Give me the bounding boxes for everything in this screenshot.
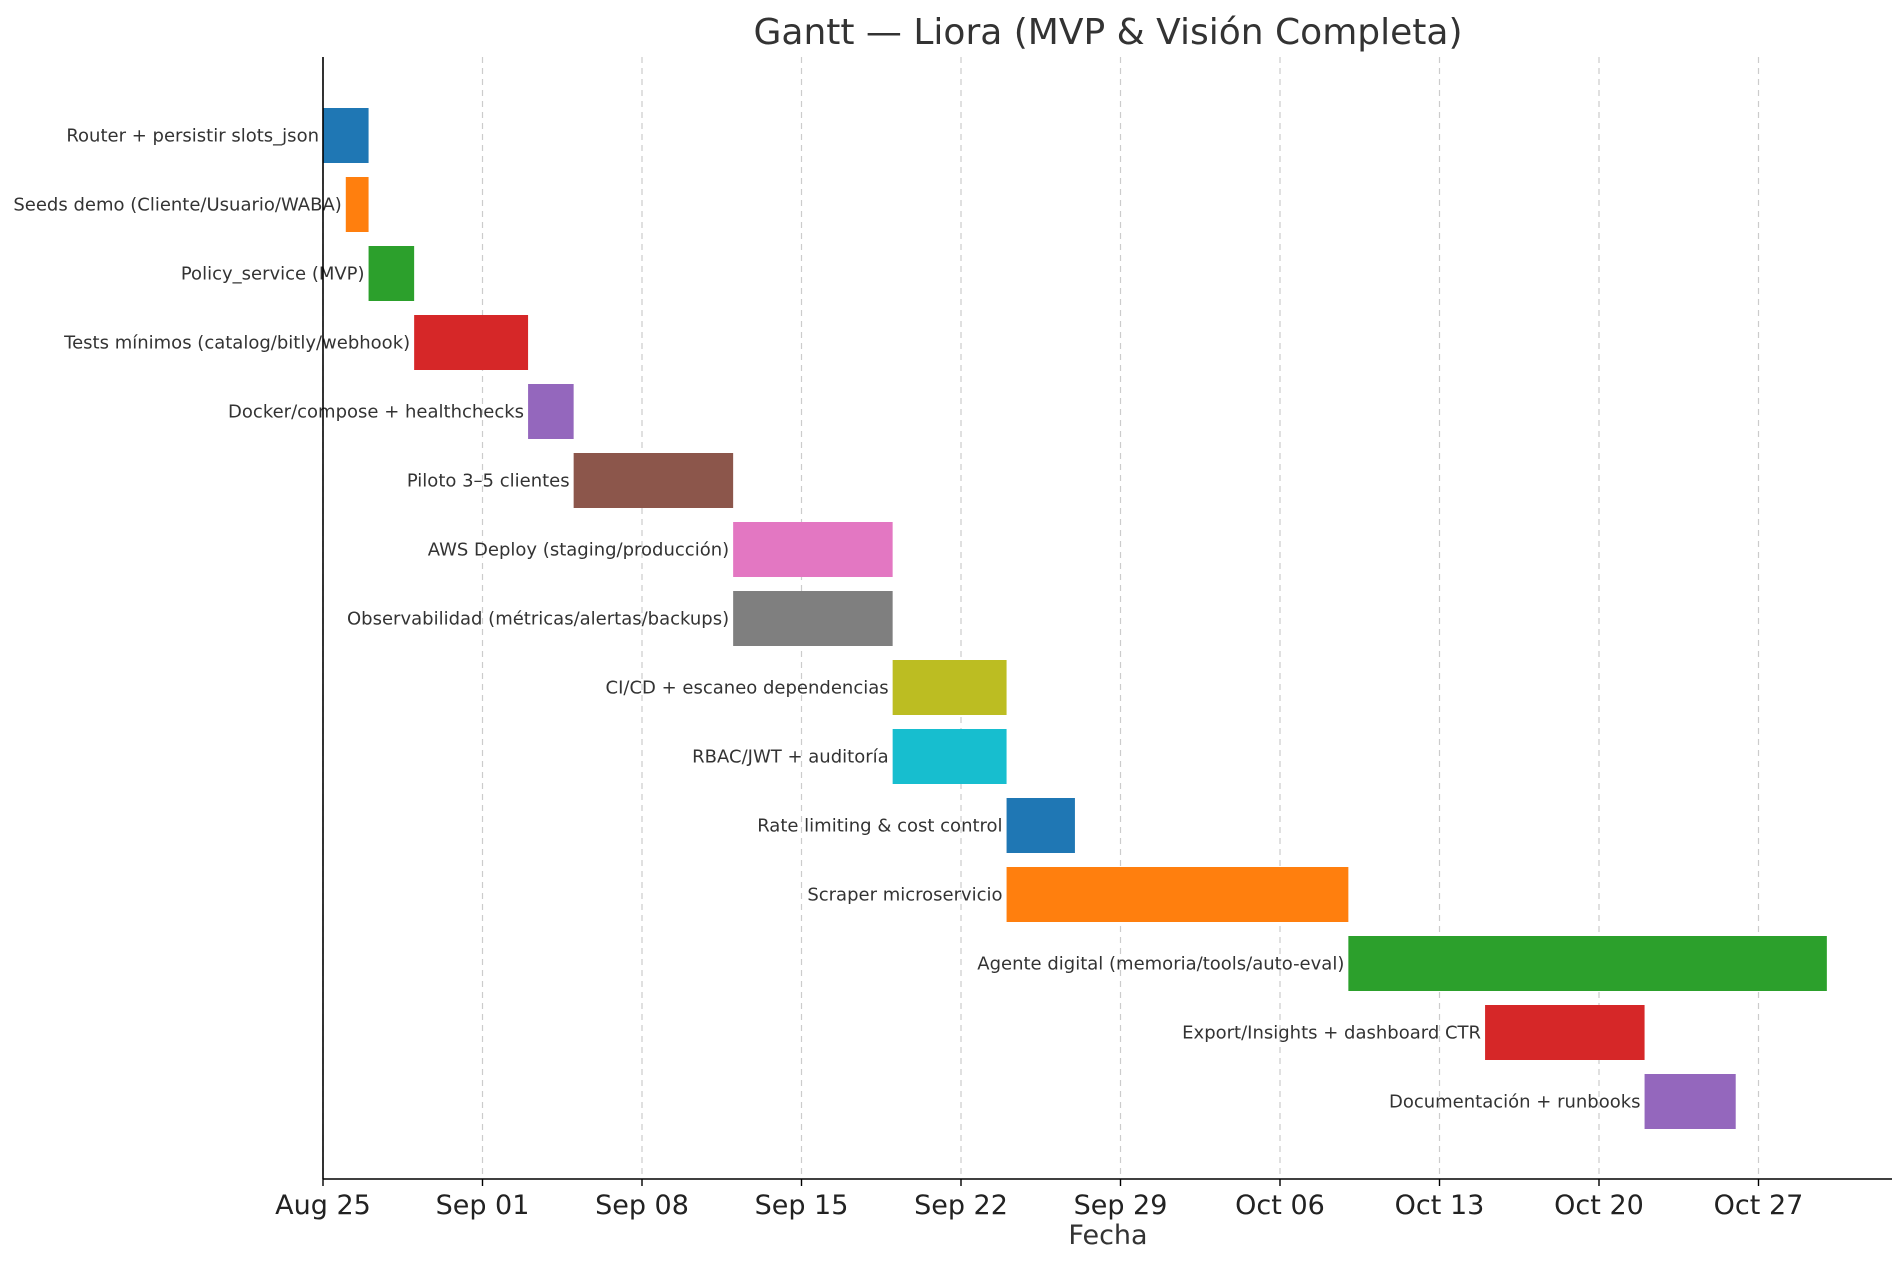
grid-lines: [322, 57, 1760, 1179]
task-bar: [323, 108, 369, 163]
task-label: Seeds demo (Cliente/Usuario/WABA): [13, 195, 341, 216]
task-label: Export/Insights + dashboard CTR: [1182, 1023, 1481, 1044]
x-tick-label: Sep 08: [595, 1190, 689, 1221]
task-bar: [368, 246, 415, 301]
x-tick-label: Oct 06: [1235, 1190, 1325, 1221]
task-label: Piloto 3–5 clientes: [407, 471, 570, 492]
task-label: Agente digital (memoria/tools/auto-eval): [977, 954, 1344, 975]
task-label: Policy_service (MVP): [181, 264, 365, 285]
chart-title: Gantt — Liora (MVP & Visión Completa): [753, 12, 1462, 53]
x-tick-label: Oct 13: [1395, 1190, 1485, 1221]
task-label: Scraper microservicio: [807, 885, 1002, 906]
task-bar: [1485, 1005, 1645, 1060]
task-bar: [528, 384, 574, 439]
task-bar: [892, 660, 1007, 715]
task-bars: [323, 108, 1827, 1129]
task-label: Observabilidad (métricas/alertas/backups…: [347, 609, 729, 630]
task-bar: [733, 591, 893, 646]
task-bar: [1006, 798, 1075, 853]
task-label: Router + persistir slots_json: [66, 126, 319, 147]
task-label: AWS Deploy (staging/producción): [428, 540, 729, 561]
x-tick-label: Oct 20: [1554, 1190, 1644, 1221]
task-label: CI/CD + escaneo dependencias: [606, 678, 889, 699]
x-tick-label: Sep 22: [914, 1190, 1008, 1221]
task-bar: [733, 522, 893, 577]
task-bar: [1006, 867, 1349, 922]
task-bar: [345, 177, 369, 232]
task-bar: [1644, 1074, 1736, 1129]
task-label: Docker/compose + healthchecks: [228, 402, 524, 423]
task-bar: [414, 315, 529, 370]
x-axis-label: Fecha: [1068, 1220, 1147, 1251]
task-label: RBAC/JWT + auditoría: [692, 747, 888, 768]
x-axis-ticks: Aug 25 Sep 01 Sep 08 Sep 15 Sep 22 Sep 29 Oct …: [275, 1179, 1803, 1221]
task-label: Rate limiting & cost control: [757, 816, 1002, 837]
x-tick-label: Aug 25: [275, 1190, 371, 1221]
task-bar: [1348, 936, 1827, 991]
task-label: Tests mínimos (catalog/bitly/webhook): [63, 333, 410, 354]
task-bar: [573, 453, 734, 508]
x-tick-label: Oct 27: [1714, 1190, 1804, 1221]
x-tick-label: Sep 01: [436, 1190, 530, 1221]
task-label: Documentación + runbooks: [1389, 1092, 1641, 1113]
x-tick-label: Sep 15: [755, 1190, 849, 1221]
task-bar: [892, 729, 1007, 784]
x-tick-label: Sep 29: [1074, 1190, 1168, 1221]
